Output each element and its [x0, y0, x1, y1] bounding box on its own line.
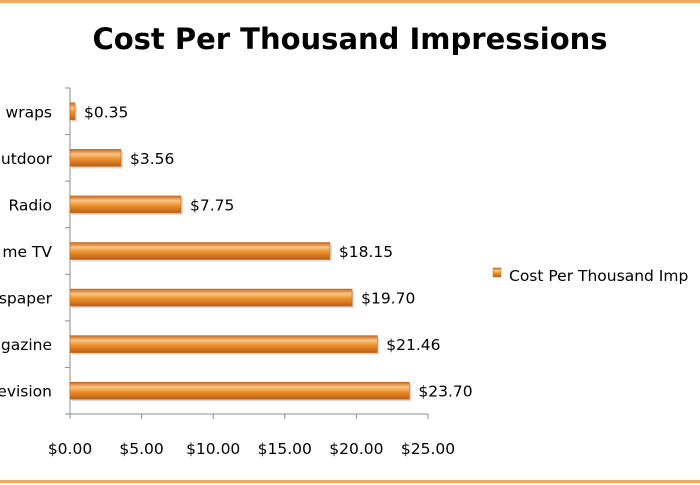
- x-tick-label: $5.00: [119, 440, 163, 458]
- data-label: $18.15: [339, 243, 393, 261]
- x-tick-label: $20.00: [329, 440, 383, 458]
- bar-wraps: [69, 102, 78, 122]
- bar-prime-tv: [69, 242, 332, 262]
- bar-television: [69, 381, 412, 402]
- data-label: $3.56: [130, 150, 174, 168]
- category-label: Radio: [8, 196, 52, 214]
- x-tick-label: $0.00: [48, 440, 92, 458]
- data-label: $7.75: [190, 196, 234, 214]
- category-label: me TV: [2, 243, 52, 261]
- bar-newspaper: [69, 288, 355, 309]
- legend: Cost Per Thousand Imp: [492, 267, 688, 285]
- category-label: gazine: [1, 336, 52, 354]
- bar-radio: [69, 195, 183, 215]
- category-label: utdoor: [1, 150, 53, 168]
- bottom-border: [0, 480, 700, 483]
- category-label: wraps: [6, 103, 52, 121]
- data-label: $0.35: [84, 103, 128, 121]
- category-label: evision: [0, 383, 52, 401]
- data-label: $23.70: [418, 383, 472, 401]
- bar-magazine: [69, 335, 380, 355]
- data-label: $21.46: [386, 336, 440, 354]
- x-tick-label: $15.00: [258, 440, 312, 458]
- data-label: $19.70: [361, 290, 415, 308]
- legend-label: Cost Per Thousand Imp: [509, 267, 688, 285]
- legend-swatch: [492, 267, 502, 278]
- category-label: spaper: [0, 290, 53, 308]
- top-border: [0, 0, 700, 3]
- x-tick-label: $25.00: [401, 440, 455, 458]
- bar-outdoor: [69, 149, 123, 169]
- x-tick-label: $10.00: [186, 440, 240, 458]
- chart-title: Cost Per Thousand Impressions: [92, 22, 608, 56]
